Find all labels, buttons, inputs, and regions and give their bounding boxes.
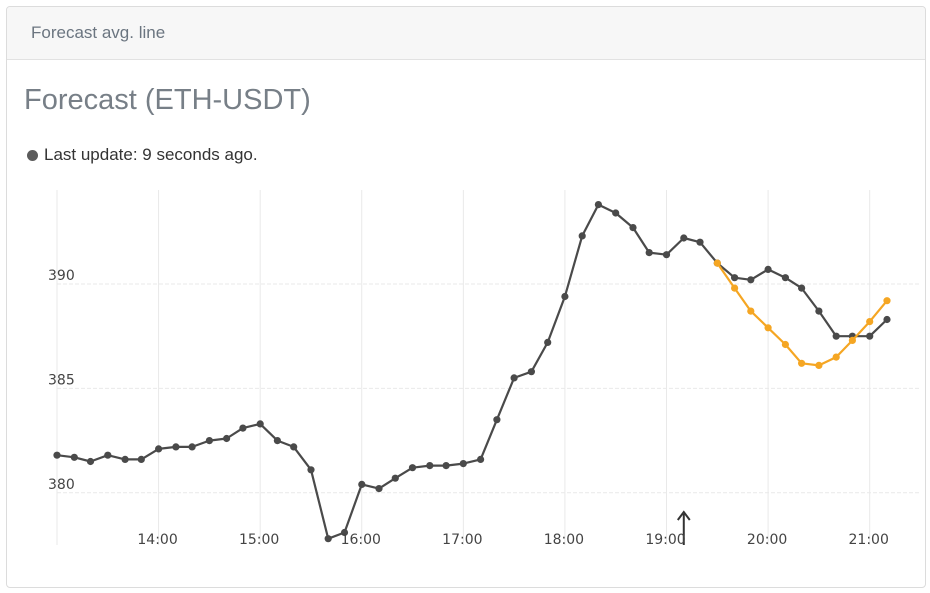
data-point-actual — [223, 434, 231, 443]
data-point-actual — [442, 462, 450, 470]
data-point-actual — [629, 224, 637, 232]
data-point-actual — [172, 443, 180, 451]
data-point-actual — [121, 455, 129, 463]
data-point-actual — [358, 480, 366, 488]
chart-grid — [56, 190, 920, 545]
forecast-panel: Forecast avg. line — [6, 6, 926, 588]
data-point-actual — [662, 251, 671, 259]
data-point-forecast — [866, 318, 874, 326]
data-point-forecast — [883, 297, 891, 305]
y-tick-label: 380 — [48, 477, 75, 493]
data-point-actual — [340, 528, 349, 537]
data-point-actual — [137, 455, 145, 463]
current-time-marker — [676, 510, 691, 545]
data-point-actual — [459, 460, 467, 468]
data-point-actual — [53, 451, 61, 459]
data-point-actual — [832, 332, 840, 340]
data-point-forecast — [731, 284, 739, 292]
data-point-forecast — [798, 359, 806, 367]
data-point-actual — [408, 464, 417, 472]
data-point-forecast — [848, 336, 857, 344]
data-point-actual — [781, 274, 790, 282]
data-point-actual — [544, 338, 552, 346]
data-point-actual — [188, 443, 196, 451]
data-point-actual — [612, 209, 620, 217]
data-point-actual — [239, 424, 247, 432]
data-point-actual — [86, 457, 95, 466]
data-point-actual — [696, 238, 704, 246]
last-update-status: Last update: 9 seconds ago. — [27, 145, 258, 165]
data-point-forecast — [764, 324, 772, 332]
y-tick-label: 390 — [48, 268, 75, 284]
data-point-actual — [375, 485, 383, 493]
marker-arrow-head — [676, 510, 691, 521]
last-update-text: Last update: 9 seconds ago. — [44, 145, 258, 164]
data-point-actual — [815, 307, 823, 315]
data-point-actual — [510, 374, 518, 382]
data-point-actual — [561, 292, 569, 301]
data-point-actual — [324, 535, 332, 543]
data-point-actual — [527, 368, 536, 376]
data-point-actual — [764, 265, 772, 273]
x-tick-label: 20:00 — [747, 532, 787, 548]
data-point-forecast — [747, 307, 755, 315]
chart-title: Forecast (ETH-USDT) — [24, 84, 311, 116]
data-point-actual — [477, 455, 485, 463]
x-tick-label: 17:00 — [442, 532, 482, 548]
status-dot-icon — [27, 149, 38, 161]
data-point-actual — [731, 274, 739, 282]
data-point-actual — [426, 462, 434, 470]
data-point-forecast — [832, 353, 840, 361]
data-point-actual — [645, 249, 653, 257]
data-point-actual — [883, 315, 891, 324]
data-point-actual — [273, 437, 281, 445]
data-point-actual — [205, 437, 213, 445]
data-point-actual — [104, 451, 112, 459]
data-point-actual — [578, 232, 586, 240]
data-point-actual — [747, 276, 755, 284]
y-tick-label: 385 — [48, 372, 75, 388]
data-point-actual — [70, 453, 78, 461]
data-point-actual — [391, 474, 399, 482]
data-point-actual — [680, 234, 688, 242]
data-point-actual — [493, 416, 501, 424]
panel-header-title: Forecast avg. line — [7, 7, 925, 60]
x-tick-label: 15:00 — [239, 532, 279, 548]
x-tick-label: 19:00 — [645, 532, 685, 548]
data-point-actual — [798, 284, 806, 292]
data-point-actual — [155, 445, 163, 453]
data-point-actual — [290, 443, 298, 451]
x-tick-label: 21:00 — [849, 532, 889, 548]
data-point-actual — [594, 201, 603, 209]
data-point-forecast — [713, 259, 721, 267]
chart-series — [53, 201, 891, 543]
data-point-actual — [307, 466, 315, 474]
data-point-actual — [256, 420, 264, 428]
data-point-forecast — [815, 361, 823, 369]
x-tick-label: 14:00 — [137, 532, 177, 548]
x-tick-label: 18:00 — [544, 532, 584, 548]
series-line-actual — [56, 203, 888, 540]
data-point-forecast — [781, 340, 790, 349]
chart-ticks: 14:00 15:00 16:00 17:00 18:00 19:00 20:00 21:00… — [48, 268, 889, 548]
data-point-actual — [866, 332, 874, 340]
x-tick-label: 16:00 — [341, 532, 381, 548]
